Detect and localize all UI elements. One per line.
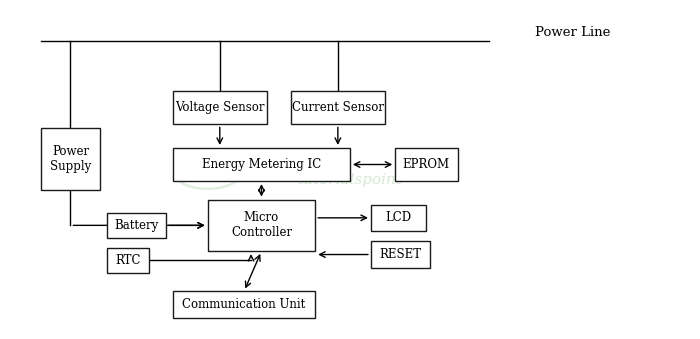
FancyBboxPatch shape [371, 241, 430, 268]
FancyBboxPatch shape [173, 148, 350, 181]
Text: Energy Metering IC: Energy Metering IC [202, 158, 321, 171]
Text: RESET: RESET [379, 248, 421, 261]
FancyBboxPatch shape [395, 148, 458, 181]
Text: Micro
Controller: Micro Controller [231, 211, 292, 239]
FancyBboxPatch shape [173, 91, 267, 124]
Text: LCD: LCD [386, 211, 412, 224]
Text: Voltage Sensor: Voltage Sensor [175, 101, 265, 114]
Text: Current Sensor: Current Sensor [292, 101, 384, 114]
Text: tutorialspoint: tutorialspoint [298, 173, 402, 186]
FancyBboxPatch shape [41, 128, 100, 190]
FancyBboxPatch shape [107, 248, 148, 273]
Text: EPROM: EPROM [402, 158, 450, 171]
Text: Power Line: Power Line [535, 26, 610, 39]
FancyBboxPatch shape [173, 291, 315, 318]
FancyBboxPatch shape [208, 200, 315, 251]
Text: Battery: Battery [114, 219, 159, 232]
FancyBboxPatch shape [291, 91, 385, 124]
FancyBboxPatch shape [371, 204, 426, 231]
Text: RTC: RTC [115, 254, 141, 267]
Text: Power
Supply: Power Supply [50, 145, 91, 173]
Text: Communication Unit: Communication Unit [183, 298, 306, 311]
FancyBboxPatch shape [107, 213, 166, 238]
